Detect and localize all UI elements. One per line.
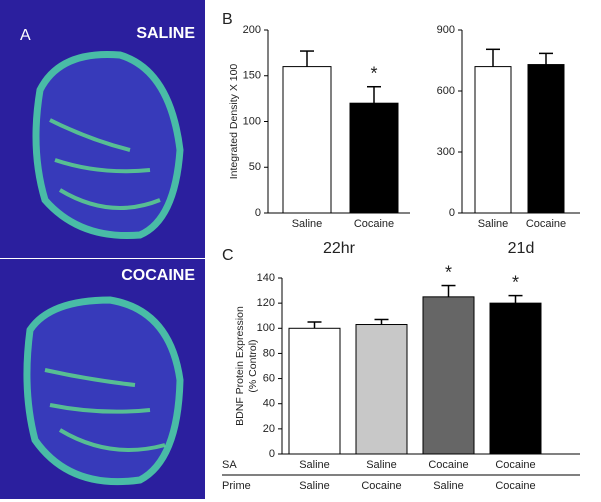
y-tick-label: 120: [257, 297, 275, 309]
y-tick-label: 0: [269, 448, 275, 460]
y-tick-label: 150: [243, 70, 261, 82]
significance: *: [512, 272, 519, 292]
panel-label: A: [20, 27, 31, 44]
image-label: COCAINE: [121, 267, 195, 284]
bar: [288, 327, 341, 455]
y-axis-label: (% Control): [247, 339, 259, 392]
x-tick-label: Cocaine: [495, 459, 535, 471]
bar: [422, 296, 475, 455]
significance: *: [370, 63, 377, 83]
bar: [474, 66, 512, 214]
panel-label: C: [222, 247, 234, 264]
y-tick-label: 100: [243, 115, 261, 127]
y-tick-label: 300: [437, 146, 455, 158]
x-tick-label: Saline: [433, 480, 464, 492]
y-axis-label: Integrated Density X 100: [228, 64, 240, 180]
panel-a-images: A SALINE COCAINE: [0, 0, 205, 499]
row-label: SA: [222, 459, 237, 471]
image-label: SALINE: [136, 25, 195, 42]
x-tick-label: Saline: [299, 459, 330, 471]
y-tick-label: 600: [437, 85, 455, 97]
x-tick-label: Saline: [299, 480, 330, 492]
y-tick-label: 60: [263, 372, 275, 384]
significance: *: [445, 262, 452, 282]
y-tick-label: 40: [263, 398, 275, 410]
x-tick-label: Saline: [366, 459, 397, 471]
y-tick-label: 0: [255, 207, 261, 219]
y-tick-label: 900: [437, 24, 455, 36]
x-tick-label: Saline: [478, 218, 509, 230]
y-tick-label: 50: [249, 161, 261, 173]
tissue: [44, 368, 166, 452]
x-tick-label: Cocaine: [428, 459, 468, 471]
bar: [355, 324, 408, 455]
y-tick-label: 100: [257, 322, 275, 334]
x-tick-label: Cocaine: [526, 218, 566, 230]
x-axis-label: 22hr: [323, 240, 356, 257]
x-tick-label: Cocaine: [354, 218, 394, 230]
bar: [282, 66, 332, 214]
tissue: [23, 296, 184, 486]
y-tick-label: 200: [243, 24, 261, 36]
y-tick-label: 140: [257, 272, 275, 284]
y-axis-label: BDNF Protein Expression: [234, 306, 246, 426]
x-tick-label: Cocaine: [495, 480, 535, 492]
x-axis-label: 21d: [508, 240, 535, 257]
bar: [527, 64, 565, 214]
panel-label: B: [222, 11, 233, 28]
y-tick-label: 0: [449, 207, 455, 219]
row-label: Prime: [222, 480, 251, 492]
y-tick-label: 20: [263, 423, 275, 435]
bar: [489, 302, 542, 455]
x-tick-label: Saline: [292, 218, 323, 230]
tissue: [49, 118, 161, 210]
y-tick-label: 80: [263, 347, 275, 359]
bar: [349, 102, 399, 214]
x-tick-label: Cocaine: [361, 480, 401, 492]
